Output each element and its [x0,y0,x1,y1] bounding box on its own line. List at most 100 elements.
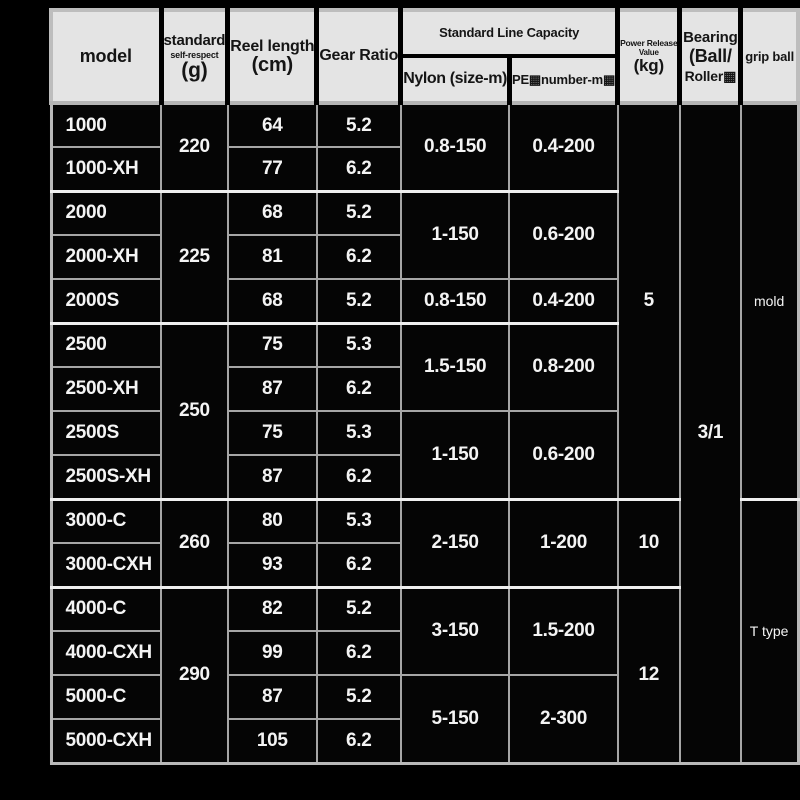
power-release-cell: 12 [616,585,681,764]
pe-capacity-cell: 0.6-200 [508,189,619,280]
model-cell: 2500S-XH [49,454,163,500]
reel-length-cell: 93 [226,542,318,588]
model-cell: 2000S [49,278,163,324]
grip-ball-label: grip ball [745,48,794,64]
table-header: model standard self-respect (g) Reel len… [48,8,800,105]
reel-length-cell: 77 [226,146,318,192]
header-row-2: Nylon (size-m) PE▦number-m▦ [51,54,798,105]
table-row: 1000-XH 77 6.2 [49,146,798,192]
reel-length-cell: 68 [226,189,318,236]
reel-length-cell: 87 [226,454,318,500]
pe-capacity-cell: 1.5-200 [508,585,619,676]
power-release-label-line3: (kg) [633,56,665,76]
reel-length-cell: 75 [226,410,318,456]
col-header-pe: PE▦number-m▦ [506,54,621,105]
model-cell: 2500-XH [49,366,163,412]
table-row: 2500S-XH 87 6.2 [49,454,798,500]
model-cell: 1000-XH [49,146,163,192]
table-row: 1000 220 64 5.2 0.8-150 0.4-200 5 3/1 mold [49,101,800,764]
model-cell: 3000-CXH [49,542,163,588]
col-header-grip-ball: grip ball [738,8,800,105]
table-row: 2000-XH 81 6.2 [49,234,798,280]
gear-ratio-cell: 5.2 [315,189,402,236]
table-row: 4000-C 290 82 5.2 3-150 1.5-200 12 [49,585,798,764]
gear-ratio-cell: 5.2 [315,674,402,720]
model-cell: 2000-XH [49,234,163,280]
standard-weight-cell: 250 [160,321,229,500]
header-row-1: model standard self-respect (g) Reel len… [48,8,800,105]
pe-capacity-cell: 0.8-200 [508,321,619,412]
standard-label-line2: self-respect [170,49,219,60]
bearing-label-line2: (Ball/ [688,46,732,67]
reel-length-cell: 82 [226,585,318,632]
gear-ratio-cell: 5.2 [315,101,402,148]
col-header-bearing: Bearing (Ball/ Roller▦ [677,8,744,105]
pe-capacity-cell: 1-200 [508,497,619,588]
gear-ratio-cell: 6.2 [315,366,402,412]
power-release-label-line1: Power Release [620,37,678,48]
col-header-model-label: model [79,45,132,66]
bearing-label-line1: Bearing [683,28,738,46]
model-cell: 2000 [49,189,163,236]
table-row: 3000-C 260 80 5.3 2-150 1-200 10 T type [49,497,800,764]
nylon-capacity-cell: 1.5-150 [399,321,511,412]
pe-capacity-cell: 0.4-200 [508,278,619,324]
table-row: 2000 225 68 5.2 1-150 0.6-200 [49,189,798,324]
table-row: 2500-XH 87 6.2 [49,366,798,412]
reel-length-cell: 99 [226,630,318,676]
model-cell: 4000-C [49,585,163,632]
col-header-gear-ratio: Gear Ratio [314,8,404,105]
power-release-cell: 10 [616,497,681,588]
col-header-line-capacity-group: Standard Line Capacity [398,8,621,58]
reel-length-cell: 75 [226,321,318,368]
table-row: 4000-CXH 99 6.2 [49,630,798,676]
nylon-capacity-cell: 1-150 [399,410,511,500]
nylon-capacity-cell: 0.8-150 [399,278,511,324]
reel-length-label-line1: Reel length [230,37,315,55]
model-cell: 3000-C [49,497,163,544]
gear-ratio-cell: 5.2 [315,278,402,324]
standard-label-line3: (g) [181,59,208,83]
table-row: 2500 250 75 5.3 1.5-150 0.8-200 [49,321,798,500]
table-row: 5000-CXH 105 6.2 [49,718,798,764]
col-header-standard-weight: standard self-respect (g) [158,8,231,105]
reel-length-cell: 87 [226,366,318,412]
gear-ratio-label: Gear Ratio [319,47,399,65]
nylon-label: Nylon (size-m) [403,70,507,88]
standard-weight-cell: 225 [160,189,229,324]
grip-ball-cell: mold [739,101,800,500]
nylon-capacity-cell: 5-150 [399,674,511,764]
gear-ratio-cell: 6.2 [315,630,402,676]
bearing-cell: 3/1 [678,101,742,764]
nylon-capacity-cell: 0.8-150 [399,101,511,192]
nylon-capacity-cell: 2-150 [399,497,511,588]
reel-length-cell: 64 [226,101,318,148]
table-row: 5000-C 87 5.2 5-150 2-300 [49,674,798,764]
power-release-cell: 5 [616,101,681,500]
model-cell: 2500 [49,321,163,368]
reel-length-cell: 87 [226,674,318,720]
gear-ratio-cell: 6.2 [315,146,402,192]
col-header-nylon: Nylon (size-m) [398,54,512,105]
model-cell: 2500S [49,410,163,456]
table-row: 2500S 75 5.3 1-150 0.6-200 [49,410,798,500]
power-release-label-line2: Value [638,47,659,57]
table-row: 2000S 68 5.2 0.8-150 0.4-200 [49,278,798,324]
gear-ratio-cell: 5.3 [315,321,402,368]
grip-ball-cell: T type [739,497,800,764]
pe-capacity-cell: 2-300 [508,674,619,764]
reel-length-label-line2: (cm) [251,54,294,77]
reel-length-cell: 68 [226,278,318,324]
col-header-power-release: Power Release Value (kg) [615,8,683,105]
pe-capacity-cell: 0.6-200 [508,410,619,500]
nylon-capacity-cell: 1-150 [399,189,511,280]
line-capacity-label: Standard Line Capacity [439,25,580,41]
gear-ratio-cell: 5.2 [315,585,402,632]
model-cell: 1000 [49,101,163,148]
gear-ratio-cell: 6.2 [315,542,402,588]
col-header-reel-length: Reel length (cm) [225,8,320,105]
col-header-model: model [48,8,164,105]
table-row: 3000-CXH 93 6.2 [49,542,798,588]
reel-length-cell: 80 [226,497,318,544]
